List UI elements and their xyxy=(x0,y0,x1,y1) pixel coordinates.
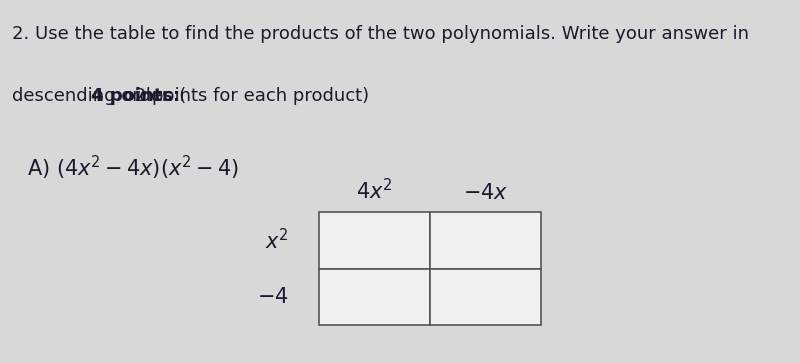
Text: A) $(4x^2 - 4x)(x^2 - 4)$: A) $(4x^2 - 4x)(x^2 - 4)$ xyxy=(27,154,238,183)
Text: $4x^2$: $4x^2$ xyxy=(356,178,393,203)
Text: $-4$: $-4$ xyxy=(258,287,289,307)
Text: 4 points:: 4 points: xyxy=(91,87,180,105)
Bar xyxy=(319,269,430,325)
Bar xyxy=(319,212,430,269)
Text: $-4x$: $-4x$ xyxy=(462,183,508,203)
Bar xyxy=(430,269,541,325)
Bar xyxy=(430,212,541,269)
Text: descending order. (: descending order. ( xyxy=(12,87,186,105)
Text: $x^2$: $x^2$ xyxy=(265,228,289,253)
Text: 2 points for each product): 2 points for each product) xyxy=(129,87,369,105)
Text: 2. Use the table to find the products of the two polynomials. Write your answer : 2. Use the table to find the products of… xyxy=(12,25,749,44)
